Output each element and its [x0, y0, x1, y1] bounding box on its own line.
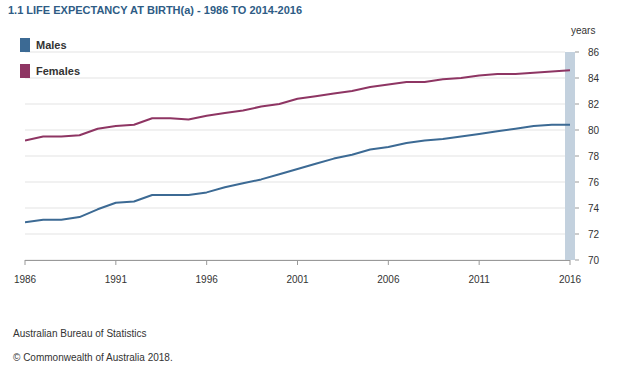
y-tick: [575, 52, 579, 53]
x-tick-label: 2006: [377, 274, 400, 285]
grid-line: [25, 234, 565, 235]
y-tick: [575, 182, 579, 183]
y-tick-label: 70: [588, 255, 600, 266]
y-axis-band: [565, 52, 575, 260]
plot-area: [25, 70, 570, 222]
y-tick: [575, 104, 579, 105]
copyright: © Commonwealth of Australia 2018.: [13, 352, 173, 363]
y-tick-label: 86: [588, 47, 600, 58]
y-tick-label: 78: [588, 151, 600, 162]
source: Australian Bureau of Statistics: [13, 328, 146, 339]
x-tick: [25, 260, 26, 265]
y-tick: [575, 208, 579, 209]
x-tick-label: 2001: [286, 274, 309, 285]
x-tick: [206, 260, 207, 265]
x-tick: [297, 260, 298, 265]
grid-line: [25, 104, 565, 105]
line-series: [25, 125, 570, 223]
legend-label: Females: [36, 65, 80, 77]
line-series: [25, 70, 570, 140]
grid-line: [25, 208, 565, 209]
y-tick-label: 82: [588, 99, 600, 110]
x-tick-label: 2016: [559, 274, 582, 285]
grid-line: [25, 130, 565, 131]
x-tick: [479, 260, 480, 265]
grid-line: [25, 78, 565, 79]
y-tick: [575, 156, 579, 157]
chart: 1.1 LIFE EXPECTANCY AT BIRTH(a) - 1986 T…: [0, 0, 622, 374]
title: 1.1 LIFE EXPECTANCY AT BIRTH(a) - 1986 T…: [8, 4, 302, 16]
legend-swatch: [20, 64, 30, 78]
x-tick-label: 2011: [468, 274, 490, 285]
y-tick: [575, 260, 579, 261]
y-tick-label: 84: [588, 73, 600, 84]
y-tick-label: 72: [588, 229, 600, 240]
grid-line: [25, 182, 565, 183]
x-tick-label: 1996: [196, 274, 219, 285]
x-tick-label: 1991: [105, 274, 128, 285]
y-tick-label: 74: [588, 203, 600, 214]
y-tick-label: 80: [588, 125, 600, 136]
x-tick: [388, 260, 389, 265]
y-tick: [575, 234, 579, 235]
x-tick: [570, 260, 571, 265]
y-tick-label: 76: [588, 177, 600, 188]
x-tick-label: 1986: [14, 274, 37, 285]
legend-label: Males: [36, 39, 67, 51]
grid-line: [25, 156, 565, 157]
legend-swatch: [20, 38, 30, 52]
y-tick: [575, 130, 579, 131]
x-tick: [115, 260, 116, 265]
y-tick: [575, 78, 579, 79]
y-axis-label: years: [571, 25, 595, 36]
grid-line: [25, 52, 565, 53]
